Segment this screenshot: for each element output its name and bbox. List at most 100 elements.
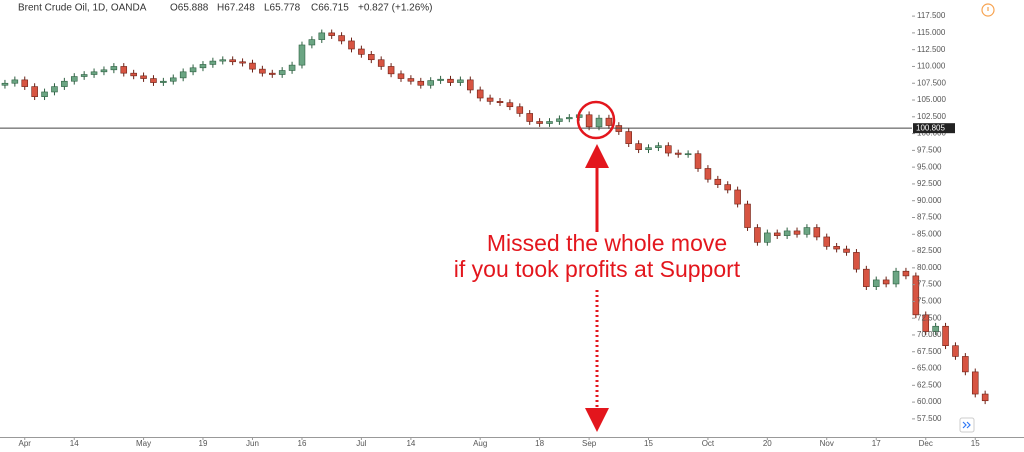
x-tick-label: 19 bbox=[199, 439, 208, 448]
axes: 57.500 60.000 62.500 65.000 67.500 70.000 72.5… bbox=[0, 11, 980, 448]
y-tick-label: 117.500 bbox=[917, 11, 946, 20]
candle-body bbox=[882, 279, 890, 285]
x-tick-label: 16 bbox=[298, 439, 307, 448]
candle-body bbox=[100, 69, 108, 73]
scroll-button[interactable] bbox=[959, 417, 975, 433]
y-tick-label: 100.000 bbox=[917, 129, 946, 138]
candle-body bbox=[605, 117, 613, 126]
x-tick-label: Nov bbox=[820, 439, 834, 448]
candle-body bbox=[932, 325, 939, 332]
candle-body bbox=[694, 153, 702, 169]
candle-body bbox=[209, 60, 217, 65]
highlight-circle bbox=[576, 100, 616, 140]
x-tick-label: Oct bbox=[702, 439, 715, 448]
x-tick-label: Dec bbox=[919, 439, 933, 448]
candle-body bbox=[674, 152, 682, 155]
y-tick-label: 60.000 bbox=[917, 397, 942, 406]
candle-body bbox=[368, 54, 375, 61]
candle-body bbox=[120, 66, 128, 74]
candle-body bbox=[595, 117, 603, 128]
candle-body bbox=[952, 345, 959, 357]
candle-body bbox=[734, 189, 741, 205]
candle-body bbox=[476, 89, 484, 99]
candle-body bbox=[407, 78, 415, 82]
candle-body bbox=[278, 70, 286, 75]
y-tick-label: 112.500 bbox=[917, 45, 946, 54]
candle-body bbox=[803, 227, 811, 235]
candle-body bbox=[31, 86, 38, 97]
candle-body bbox=[724, 184, 731, 191]
y-tick-label: 95.000 bbox=[917, 162, 942, 171]
candle-body bbox=[506, 102, 514, 108]
candle-body bbox=[160, 80, 167, 83]
candle-body bbox=[437, 78, 444, 81]
candle-body bbox=[199, 64, 207, 69]
x-tick-label: Aug bbox=[473, 439, 487, 448]
y-tick-label: 77.500 bbox=[917, 280, 942, 289]
candle-body bbox=[793, 230, 801, 235]
candle-body bbox=[110, 66, 118, 71]
candles bbox=[1, 29, 989, 405]
y-tick-label: 82.500 bbox=[917, 246, 942, 255]
candle-body bbox=[259, 68, 266, 74]
candle-body bbox=[536, 121, 543, 124]
y-tick-label: 97.500 bbox=[917, 145, 942, 154]
candle-body bbox=[397, 73, 405, 79]
candle-body bbox=[922, 314, 930, 332]
annotation: Missed the whole move bbox=[487, 230, 727, 256]
candle-body bbox=[21, 79, 29, 87]
candle-body bbox=[833, 246, 840, 250]
x-tick-label: 15 bbox=[644, 439, 653, 448]
candle-body bbox=[942, 325, 949, 347]
candle-body bbox=[853, 252, 860, 270]
candle-body bbox=[625, 131, 632, 144]
candle-body bbox=[665, 145, 672, 154]
candle-body bbox=[417, 80, 425, 86]
candle-body bbox=[387, 66, 395, 75]
candle-body bbox=[496, 101, 504, 104]
ohlc-value: L65.778 bbox=[264, 3, 301, 14]
y-tick-label: 62.500 bbox=[917, 380, 942, 389]
candle-body bbox=[140, 75, 147, 79]
y-tick-label: 70.000 bbox=[917, 330, 942, 339]
candle-body bbox=[971, 371, 979, 395]
y-tick-label: 57.500 bbox=[917, 414, 942, 423]
candle-body bbox=[189, 67, 197, 73]
x-tick-label: 20 bbox=[763, 439, 772, 448]
candle-body bbox=[61, 80, 68, 87]
x-tick-label: 14 bbox=[70, 439, 79, 448]
y-tick-label: 110.000 bbox=[917, 62, 946, 71]
support-label: 100.805 bbox=[916, 123, 945, 132]
x-tick-label: Apr bbox=[19, 439, 32, 448]
candle-body bbox=[892, 270, 900, 285]
candle-body bbox=[843, 248, 850, 253]
candle-body bbox=[467, 79, 474, 91]
candle-body bbox=[130, 72, 137, 77]
candle-body bbox=[486, 97, 494, 102]
y-tick-label: 80.000 bbox=[917, 263, 942, 272]
candle-body bbox=[80, 74, 88, 77]
candle-body bbox=[427, 80, 434, 86]
y-tick-label: 85.000 bbox=[917, 229, 942, 238]
candle-body bbox=[1, 82, 9, 86]
candle-body bbox=[179, 71, 187, 79]
candle-body bbox=[526, 113, 533, 122]
candle-body bbox=[754, 227, 761, 243]
alert-icon[interactable] bbox=[981, 3, 995, 17]
candle-body bbox=[773, 232, 781, 236]
candle-body bbox=[308, 39, 316, 46]
candle-body bbox=[377, 59, 385, 67]
candle-body bbox=[447, 78, 454, 83]
support-label-box bbox=[913, 123, 955, 134]
candle-body bbox=[90, 71, 98, 75]
candle-body bbox=[219, 59, 227, 62]
candle-body bbox=[566, 117, 573, 120]
candle-body bbox=[585, 114, 593, 128]
candle-body bbox=[51, 86, 58, 93]
candle-body bbox=[239, 61, 246, 64]
candle-body bbox=[269, 72, 276, 75]
y-tick-label: 67.500 bbox=[917, 347, 942, 356]
